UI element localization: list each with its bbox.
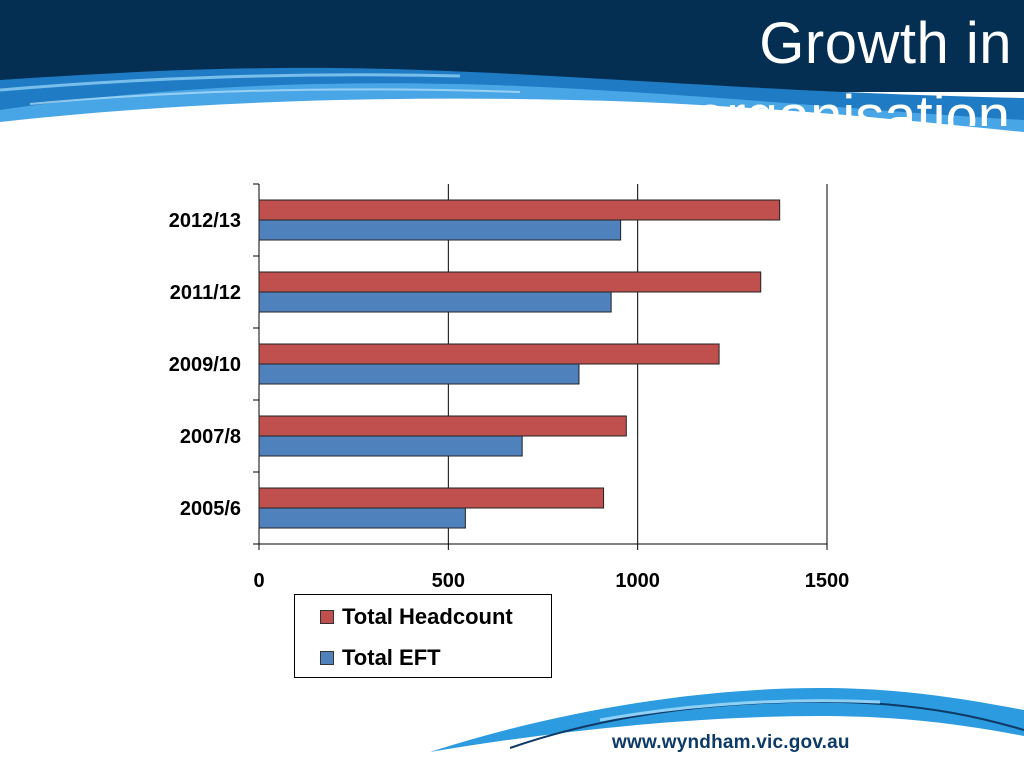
legend-item-eft: Total EFT <box>320 643 441 673</box>
bar-headcount-2012-13 <box>258 199 781 221</box>
legend-swatch-headcount <box>320 610 334 624</box>
y-tick-label: 2005/6 <box>180 498 241 520</box>
slide-title-line2: organisation <box>694 88 1010 126</box>
bar-headcount-2011-12 <box>258 271 762 293</box>
bar-eft-2005-6 <box>258 507 466 529</box>
bars <box>258 199 781 529</box>
bar-headcount-2009-10 <box>258 343 720 365</box>
legend-swatch-eft <box>320 651 334 665</box>
chart-legend: Total Headcount Total EFT <box>294 594 552 678</box>
footer-band <box>430 688 1024 752</box>
bar-chart: 2005/6 2007/8 2009/10 2011/12 2012/13 0 500 100… <box>169 183 850 592</box>
legend-label-eft: Total EFT <box>342 645 441 670</box>
y-tick-label: 2007/8 <box>180 426 241 448</box>
x-tick-label: 0 <box>253 570 264 592</box>
footer-url: www.wyndham.vic.gov.au <box>612 732 850 753</box>
bar-eft-2012-13 <box>258 219 622 241</box>
axis-labels: 2005/6 2007/8 2009/10 2011/12 2012/13 0 500 100… <box>169 210 850 592</box>
bar-eft-2011-12 <box>258 291 612 313</box>
bar-eft-2009-10 <box>258 363 580 385</box>
axes <box>253 183 828 550</box>
slide-title-line1: Growth in <box>759 11 1012 76</box>
y-tick-label: 2012/13 <box>169 210 241 232</box>
legend-label-headcount: Total Headcount <box>342 604 513 629</box>
x-tick-label: 500 <box>432 570 465 592</box>
x-tick-label: 1000 <box>615 570 660 592</box>
bar-headcount-2007-8 <box>258 415 627 437</box>
y-tick-label: 2011/12 <box>170 282 241 304</box>
x-tick-label: 1500 <box>805 570 850 592</box>
header-band <box>0 0 1024 140</box>
bar-headcount-2005-6 <box>258 487 605 509</box>
y-tick-label: 2009/10 <box>169 354 241 376</box>
legend-item-headcount: Total Headcount <box>320 602 513 632</box>
bar-eft-2007-8 <box>258 435 523 457</box>
